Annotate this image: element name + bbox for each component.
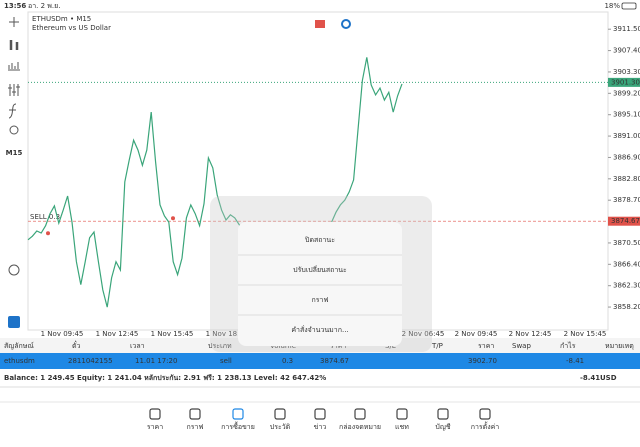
ai-icon[interactable] [341, 19, 351, 29]
x-tick-label: 1 Nov 15:45 [151, 330, 194, 338]
y-tick-label: 3903.30 [613, 68, 640, 76]
cell-price: 3874.67 [320, 357, 349, 365]
order-text: SELL 0.3 [30, 213, 60, 221]
x-tick-label: 2 Nov 09:45 [455, 330, 498, 338]
nav-icon[interactable] [354, 408, 366, 420]
column-header: ประเภท [208, 342, 232, 350]
menu-item[interactable]: คำสั่งจำนวนมาก... [291, 325, 348, 334]
y-tick-label: 3882.80 [613, 175, 640, 183]
settings-icon[interactable] [8, 84, 20, 96]
battery-icon [621, 2, 637, 10]
cell-profit: -8.41 [566, 357, 584, 365]
bid-label-box [608, 77, 640, 87]
y-tick-label: 3899.20 [613, 89, 640, 97]
nav-icon[interactable] [479, 408, 491, 420]
nav-label[interactable]: กล่องจดหมาย [339, 423, 381, 431]
column-header: Swap [512, 342, 531, 350]
cell-current-price: 3902.70 [468, 357, 497, 365]
function-icon[interactable] [8, 103, 17, 119]
account-currency: USD [600, 374, 617, 382]
chart-title: ETHUSDm • M15 [32, 15, 91, 23]
column-header: หมายเหตุ [605, 342, 634, 350]
y-tick-label: 3911.50 [613, 25, 640, 33]
x-tick-label: 2 Nov 12:45 [509, 330, 552, 338]
chart-subtitle: Ethereum vs US Dollar [32, 24, 111, 32]
crosshair-icon[interactable] [9, 17, 19, 27]
nav-icon[interactable] [189, 408, 201, 420]
status-time: 13:56 [4, 2, 26, 10]
cell-type: sell [220, 357, 232, 365]
app-icon[interactable] [8, 316, 20, 328]
y-tick-label: 3895.10 [613, 111, 640, 119]
nav-icon[interactable] [314, 408, 326, 420]
y-tick-label: 3858.20 [613, 303, 640, 311]
account-profit: -8.41 [580, 374, 600, 382]
nav-icon[interactable] [232, 408, 244, 420]
y-tick-label: 3886.90 [613, 153, 640, 161]
column-header: เวลา [130, 342, 145, 350]
cell-ticket: 2811042155 [68, 357, 113, 365]
cell-symbol: ethusdm [4, 357, 35, 365]
menu-item[interactable]: กราฟ [312, 296, 329, 304]
column-header: T/P [431, 342, 443, 350]
status-date: อา. 2 พ.ย. [28, 2, 60, 10]
nav-label[interactable]: แชท [395, 423, 409, 431]
x-tick-label: 1 Nov 18:45 [206, 330, 249, 338]
objects-icon[interactable] [9, 125, 19, 135]
y-tick-label: 3907.40 [613, 47, 640, 55]
account-summary: Balance: 1 249.45 Equity: 1 241.04 หลักป… [4, 374, 326, 382]
x-tick-label: 1 Nov 09:45 [41, 330, 84, 338]
y-tick-label: 3862.30 [613, 282, 640, 290]
cell-volume: 0.3 [282, 357, 293, 365]
menu-item[interactable]: ปรับเปลี่ยนสถานะ [293, 265, 347, 274]
nav-label[interactable]: ราคา [147, 423, 163, 431]
nav-label[interactable]: ข่าว [314, 423, 327, 431]
sidebar-icons [8, 17, 20, 328]
x-tick-label: 1 Nov 12:45 [96, 330, 139, 338]
column-header: ราคา [478, 342, 494, 350]
flag-icon[interactable] [315, 20, 325, 28]
position-row-bg[interactable] [0, 353, 640, 369]
order-marker [46, 231, 50, 236]
column-header: กำไร [560, 341, 576, 350]
nav-label[interactable]: การตั้งค่า [471, 420, 500, 431]
nav-label[interactable]: การซื้อขาย [221, 420, 255, 431]
x-tick-label: 2 Nov 06:45 [402, 330, 445, 338]
nav-icon[interactable] [274, 408, 286, 420]
cell-time: 11.01 17:20 [135, 357, 177, 365]
timeframe: M15 [6, 149, 23, 157]
column-header: ตั๋ว [72, 341, 81, 350]
price-line [27, 57, 403, 308]
y-tick-label: 3870.50 [613, 239, 640, 247]
x-tick-label: 2 Nov 15:45 [564, 330, 607, 338]
battery: 18% [604, 2, 620, 10]
indicators-icon[interactable] [8, 62, 20, 71]
nav-icon[interactable] [437, 408, 449, 420]
nav-label[interactable]: บัญชี [435, 423, 450, 431]
y-tick-label: 3878.70 [613, 196, 640, 204]
menu-item[interactable]: ปิดสถานะ [305, 236, 335, 244]
bid-label: 3901.30 [611, 78, 640, 86]
nav-label[interactable]: กราฟ [187, 423, 204, 431]
order-label: 3874.67 [611, 217, 640, 225]
order-label-box [608, 216, 640, 226]
zoom-icon[interactable] [8, 264, 20, 276]
nav-icon[interactable] [396, 408, 408, 420]
column-header: สัญลักษณ์ [4, 342, 34, 350]
y-tick-label: 3891.00 [613, 132, 640, 140]
nav-icon[interactable] [149, 408, 161, 420]
nav-label[interactable]: ประวัติ [270, 423, 291, 431]
order-marker [171, 216, 175, 221]
candles-icon[interactable] [9, 40, 19, 50]
y-tick-label: 3866.40 [613, 260, 640, 268]
